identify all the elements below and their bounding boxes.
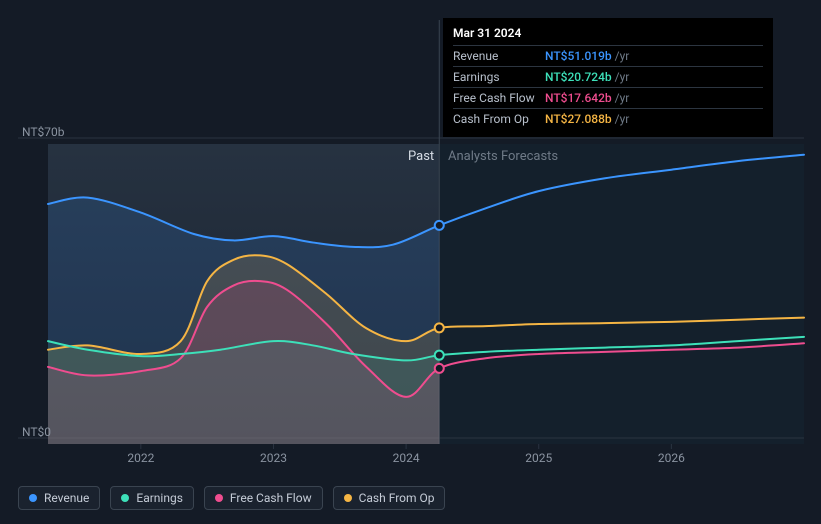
tooltip-row: EarningsNT$20.724b /yr bbox=[453, 66, 763, 87]
tooltip-row-label: Revenue bbox=[453, 49, 545, 63]
tooltip-row: Cash From OpNT$27.088b /yr bbox=[453, 108, 763, 129]
legend-dot-icon bbox=[121, 494, 129, 502]
legend-item-free_cash_flow[interactable]: Free Cash Flow bbox=[204, 486, 323, 510]
tooltip-row-value: NT$17.642b bbox=[545, 91, 612, 105]
legend-dot-icon bbox=[29, 494, 37, 502]
chart-legend: Revenue Earnings Free Cash Flow Cash From O… bbox=[18, 486, 445, 510]
tooltip-row-value: NT$51.019b bbox=[545, 49, 612, 63]
forecast-section-label: Analysts Forecasts bbox=[448, 149, 558, 164]
tooltip-row: RevenueNT$51.019b /yr bbox=[453, 45, 763, 66]
tooltip-row: Free Cash FlowNT$17.642b /yr bbox=[453, 87, 763, 108]
legend-item-label: Free Cash Flow bbox=[230, 491, 312, 505]
legend-item-cash_from_op[interactable]: Cash From Op bbox=[333, 486, 446, 510]
x-tick-label: 2023 bbox=[260, 451, 287, 465]
legend-dot-icon bbox=[215, 494, 223, 502]
past-section-label: Past bbox=[408, 149, 434, 164]
legend-item-label: Cash From Op bbox=[359, 491, 435, 505]
tooltip-row-unit: /yr bbox=[615, 112, 630, 126]
legend-dot-icon bbox=[344, 494, 352, 502]
financial-chart: NT$70b NT$0 Past Analysts Forecasts 2022… bbox=[0, 0, 821, 524]
tooltip-row-unit: /yr bbox=[615, 70, 630, 84]
x-tick-label: 2026 bbox=[658, 451, 685, 465]
tooltip-row-unit: /yr bbox=[615, 49, 630, 63]
legend-item-label: Revenue bbox=[44, 491, 89, 505]
legend-item-earnings[interactable]: Earnings bbox=[110, 486, 194, 510]
tooltip-row-value: NT$20.724b bbox=[545, 70, 612, 84]
tooltip-row-label: Cash From Op bbox=[453, 112, 545, 126]
tooltip-row-value: NT$27.088b bbox=[545, 112, 612, 126]
tooltip-date: Mar 31 2024 bbox=[453, 26, 763, 45]
x-tick-label: 2022 bbox=[127, 451, 154, 465]
tooltip-row-unit: /yr bbox=[615, 91, 630, 105]
legend-item-label: Earnings bbox=[136, 491, 183, 505]
tooltip-row-label: Free Cash Flow bbox=[453, 91, 545, 105]
legend-item-revenue[interactable]: Revenue bbox=[18, 486, 100, 510]
x-tick-label: 2025 bbox=[525, 451, 552, 465]
x-tick-label: 2024 bbox=[393, 451, 420, 465]
chart-tooltip: Mar 31 2024 RevenueNT$51.019b /yrEarning… bbox=[443, 18, 773, 137]
y-axis-top-label: NT$70b bbox=[22, 125, 65, 139]
y-axis-bottom-label: NT$0 bbox=[22, 425, 51, 439]
tooltip-row-label: Earnings bbox=[453, 70, 545, 84]
